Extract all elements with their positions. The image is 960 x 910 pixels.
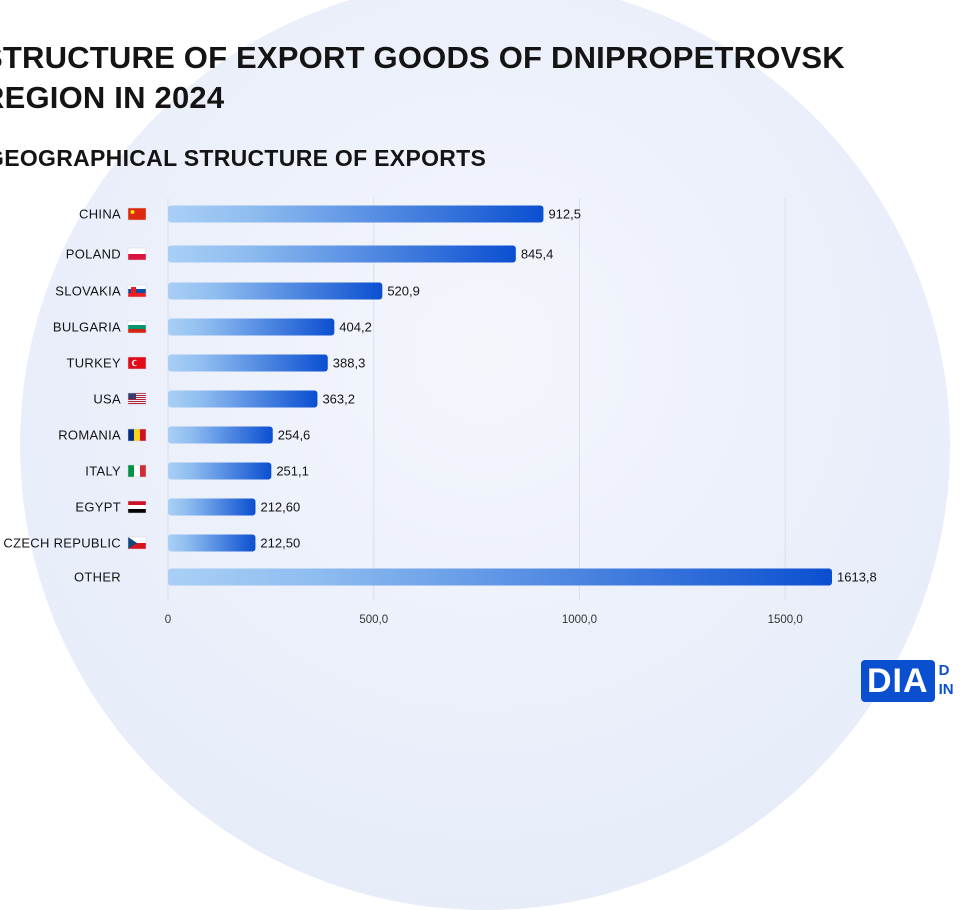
flag-stripe bbox=[131, 287, 136, 295]
value-label: 212,50 bbox=[260, 536, 300, 551]
flag-stripe bbox=[128, 537, 146, 543]
flag-triangle bbox=[128, 537, 137, 549]
flag-star bbox=[130, 210, 135, 214]
bar bbox=[168, 245, 516, 263]
flag-stripe bbox=[134, 465, 140, 477]
value-label: 404,2 bbox=[339, 320, 372, 335]
flag-border bbox=[127, 207, 147, 221]
flag-border bbox=[127, 356, 147, 370]
flag-border bbox=[127, 536, 147, 550]
flag-icon bbox=[127, 392, 147, 406]
bar bbox=[168, 205, 544, 223]
flag-stripe bbox=[140, 429, 146, 441]
flag-stripe bbox=[128, 465, 134, 477]
flag-icon bbox=[127, 428, 147, 442]
logo-mark: DIA bbox=[861, 660, 935, 702]
flag-icon bbox=[127, 536, 147, 550]
flag-stripe bbox=[128, 505, 146, 509]
flag-stripe bbox=[140, 465, 146, 477]
flag-stripe bbox=[128, 397, 146, 398]
value-label: 212,60 bbox=[260, 500, 300, 515]
flag-stripe bbox=[128, 329, 146, 333]
chart-subtitle: GEOGRAPHICAL STRUCTURE OF EXPORTS bbox=[0, 145, 487, 171]
flag-stripe bbox=[128, 401, 146, 402]
flag-stripe bbox=[128, 289, 146, 293]
x-tick-label: 1500,0 bbox=[768, 614, 803, 626]
bars: 912,5 845,4 520,9 404,2 388,3 363,2 254,6 251,1… bbox=[168, 205, 877, 586]
flag-border bbox=[127, 320, 147, 334]
flag-border bbox=[127, 284, 147, 298]
bar bbox=[168, 462, 272, 480]
flag-stripe bbox=[128, 325, 146, 329]
x-axis-ticks: 0 500,0 1000,0 1500,0 bbox=[165, 614, 803, 626]
flag-stripe bbox=[134, 429, 140, 441]
export-bar-chart: 912,5 845,4 520,9 404,2 388,3 363,2 254,6 251,1… bbox=[3, 198, 877, 626]
flag-stripe bbox=[128, 393, 146, 394]
value-label: 254,6 bbox=[278, 428, 311, 443]
flag-icon bbox=[127, 207, 147, 221]
logo-tail: D IN bbox=[938, 660, 954, 702]
flag-stripe bbox=[128, 248, 146, 254]
flag-stripe bbox=[128, 208, 146, 220]
flag-stripe bbox=[128, 395, 146, 396]
flag-icon bbox=[127, 247, 147, 261]
value-label: 251,1 bbox=[276, 464, 309, 479]
flag-border bbox=[127, 392, 147, 406]
page-title: STRUCTURE OF EXPORT GOODS OF DNIPROPETRO… bbox=[0, 40, 845, 115]
category-label: OTHER bbox=[74, 570, 121, 585]
category-label: ITALY bbox=[85, 464, 121, 479]
flag-stripe bbox=[128, 429, 134, 441]
bar bbox=[168, 568, 832, 586]
flag-icon bbox=[127, 356, 147, 370]
category-label: POLAND bbox=[66, 247, 121, 262]
value-label: 520,9 bbox=[387, 284, 420, 299]
flag-icon bbox=[127, 500, 147, 514]
flag-border bbox=[127, 247, 147, 261]
value-label: 1613,8 bbox=[837, 570, 877, 585]
category-label: ROMANIA bbox=[58, 428, 121, 443]
flag-stripe bbox=[128, 399, 146, 400]
category-label: BULGARIA bbox=[53, 320, 121, 335]
bar bbox=[168, 426, 273, 444]
flag-crescent-cut bbox=[133, 360, 139, 366]
bar bbox=[168, 318, 335, 336]
flag-stripe bbox=[128, 321, 146, 325]
flag-stripe bbox=[128, 393, 136, 399]
flag-icon bbox=[127, 320, 147, 334]
flag-icon bbox=[127, 284, 147, 298]
category-label: SLOVAKIA bbox=[55, 284, 121, 299]
flag-stripe bbox=[128, 509, 146, 513]
x-tick-label: 0 bbox=[165, 614, 171, 626]
x-tick-label: 1000,0 bbox=[562, 614, 597, 626]
flag-stripe bbox=[128, 403, 146, 404]
bar bbox=[168, 498, 256, 516]
flag-stripe bbox=[128, 293, 146, 297]
category-label: TURKEY bbox=[66, 356, 121, 371]
bar bbox=[168, 282, 383, 300]
bar bbox=[168, 354, 328, 372]
value-label: 845,4 bbox=[521, 247, 554, 262]
bar bbox=[168, 534, 256, 552]
flag-border bbox=[127, 464, 147, 478]
flag-icon bbox=[127, 464, 147, 478]
value-label: 912,5 bbox=[548, 207, 581, 222]
category-label: USA bbox=[93, 392, 121, 407]
value-label: 363,2 bbox=[322, 392, 355, 407]
category-label: EGYPT bbox=[75, 500, 121, 515]
flag-stripe bbox=[128, 254, 146, 260]
logo-tail-line-1: D bbox=[938, 662, 950, 679]
flag-border bbox=[127, 500, 147, 514]
flag-border bbox=[127, 428, 147, 442]
logo-tail-line-2: IN bbox=[938, 681, 954, 698]
flag-stripe bbox=[128, 285, 146, 289]
bar bbox=[168, 390, 318, 408]
dia-logo: DIA D IN bbox=[861, 660, 954, 702]
flag-stripe bbox=[128, 543, 146, 549]
category-label: CZECH REPUBLIC bbox=[3, 536, 121, 551]
flag-stripe bbox=[128, 501, 146, 505]
category-label: CHINA bbox=[79, 207, 121, 222]
value-label: 388,3 bbox=[333, 356, 366, 371]
x-tick-label: 500,0 bbox=[359, 614, 388, 626]
category-labels: CHINA POLAND SLOVAKIA BULGARIA TURKEY USA ROMA… bbox=[3, 207, 147, 585]
